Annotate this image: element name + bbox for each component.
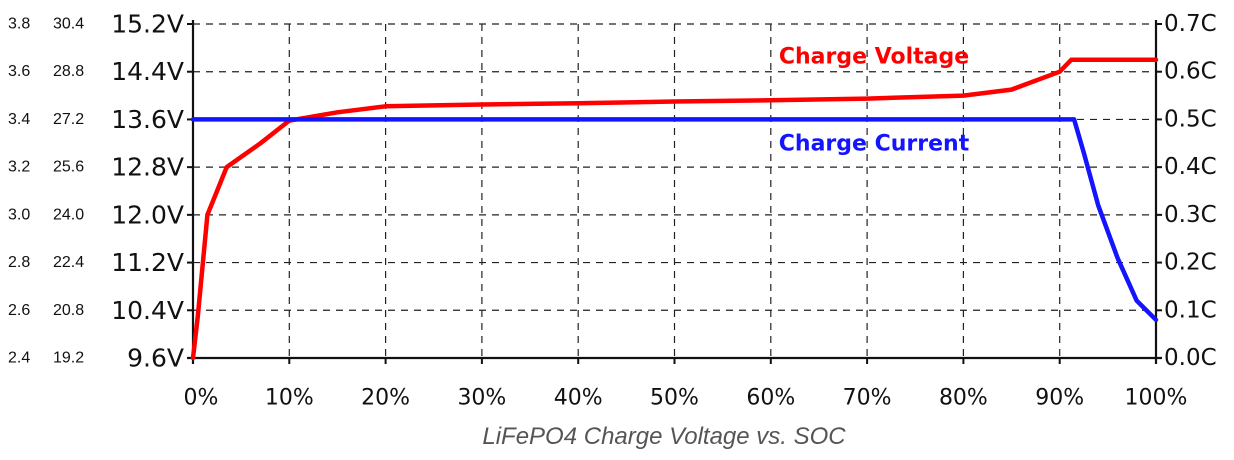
series-labels: Charge Voltage Charge Current [779, 45, 970, 157]
y-tick-label-c-rate: 0.7C [1164, 11, 1217, 37]
x-tick-label: 80% [939, 386, 988, 411]
y-tick-label-24v: 19.2 [53, 350, 84, 367]
y-tick-label-12v: 9.6V [127, 344, 184, 373]
y-tick-label-cell-voltage: 2.6 [8, 302, 30, 319]
y-tick-label-c-rate: 0.6C [1164, 59, 1217, 85]
x-tick-label: 100% [1125, 386, 1188, 411]
x-tick-label: 70% [843, 386, 892, 411]
charge-voltage-label: Charge Voltage [779, 45, 969, 70]
y-tick-label-cell-voltage: 3.2 [8, 159, 30, 176]
x-tick-label: 30% [457, 386, 506, 411]
y-tick-label-24v: 20.8 [53, 302, 84, 319]
y-tick-label-cell-voltage: 3.4 [8, 111, 30, 128]
y-tick-label-24v: 22.4 [53, 254, 84, 271]
grid [193, 23, 1156, 358]
y-tick-label-24v: 24.0 [53, 206, 84, 223]
y-tick-label-c-rate: 0.4C [1164, 154, 1217, 180]
tick-labels: 2.4 19.2 9.6V 0.0C 2.6 20.8 10.4V 0.1C 2.8 22.4 11… [8, 10, 1217, 411]
y-tick-label-c-rate: 0.5C [1164, 106, 1217, 132]
y-tick-label-cell-voltage: 2.4 [8, 350, 30, 367]
y-tick-label-12v: 14.4V [111, 57, 184, 86]
y-tick-label-12v: 13.6V [111, 105, 184, 134]
y-tick-label-24v: 30.4 [53, 16, 84, 33]
y-tick-label-cell-voltage: 2.8 [8, 254, 30, 271]
chart-caption: LiFePO4 Charge Voltage vs. SOC [482, 423, 846, 450]
y-tick-label-12v: 10.4V [111, 296, 184, 325]
y-tick-label-24v: 28.8 [53, 63, 84, 80]
x-tick-label: 60% [746, 386, 795, 411]
axes [187, 20, 1162, 364]
y-tick-label-24v: 27.2 [53, 111, 84, 128]
charge-current-line [190, 117, 1159, 323]
y-tick-label-cell-voltage: 3.8 [8, 16, 30, 33]
y-tick-label-c-rate: 0.0C [1164, 345, 1217, 371]
y-tick-label-24v: 25.6 [53, 159, 84, 176]
y-tick-label-12v: 12.8V [111, 153, 184, 182]
y-tick-label-c-rate: 0.2C [1164, 250, 1217, 276]
charge-current-label: Charge Current [779, 132, 970, 157]
x-tick-label: 90% [1035, 386, 1084, 411]
y-tick-label-12v: 11.2V [111, 248, 184, 277]
x-tick-label: 10% [265, 386, 314, 411]
y-tick-label-12v: 12.0V [111, 200, 184, 229]
x-tick-label: 50% [650, 386, 699, 411]
y-tick-label-cell-voltage: 3.0 [8, 206, 30, 223]
series [190, 57, 1159, 361]
y-tick-label-c-rate: 0.3C [1164, 202, 1217, 228]
x-tick-label: 0% [184, 386, 219, 411]
x-tick-label: 40% [554, 386, 603, 411]
charge-voltage-line [190, 57, 1159, 361]
y-tick-label-c-rate: 0.1C [1164, 297, 1217, 323]
y-tick-label-cell-voltage: 3.6 [8, 63, 30, 80]
x-tick-label: 20% [361, 386, 410, 411]
y-tick-label-12v: 15.2V [111, 10, 184, 39]
